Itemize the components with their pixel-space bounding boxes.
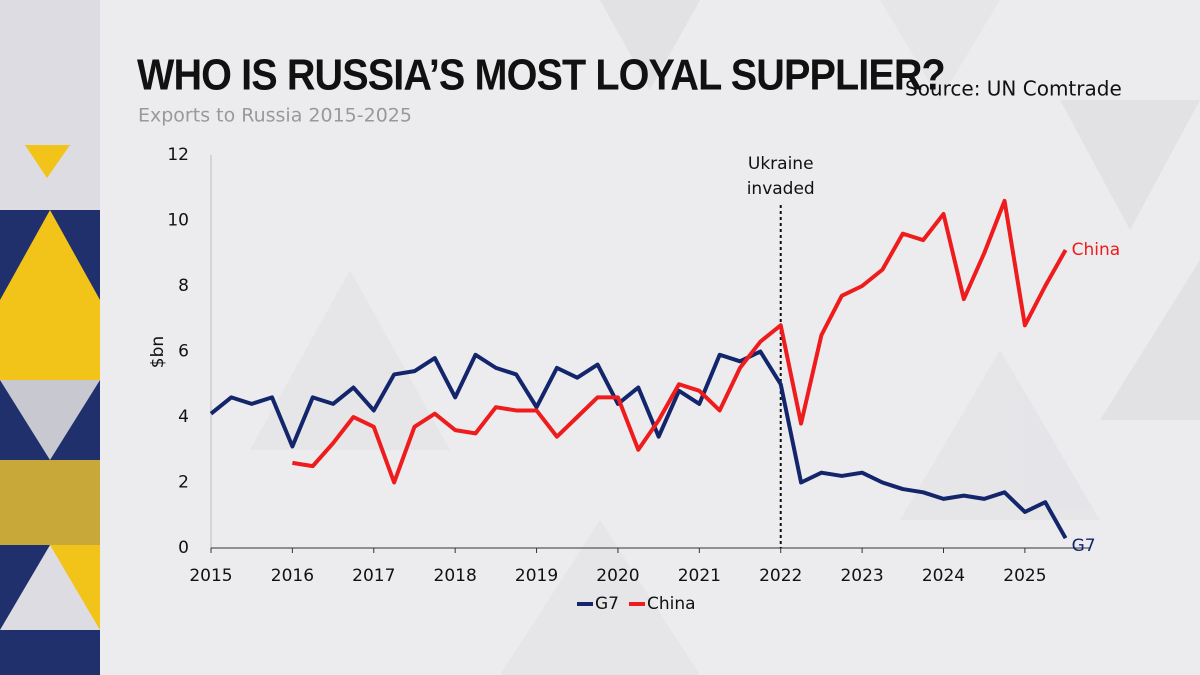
x-tick-label: 2015 bbox=[189, 566, 232, 586]
x-tick-label: 2017 bbox=[352, 566, 395, 586]
source: Source: UN Comtrade bbox=[905, 77, 1122, 101]
annotation-text: Ukraine bbox=[748, 154, 814, 174]
x-tick-label: 2016 bbox=[271, 566, 314, 586]
x-tick-label: 2018 bbox=[434, 566, 477, 586]
series-line bbox=[209, 349, 1068, 540]
legend-label: G7 bbox=[595, 594, 619, 614]
legend-label: China bbox=[647, 594, 696, 614]
x-tick-label: 2020 bbox=[596, 566, 639, 586]
y-tick-label: 8 bbox=[178, 276, 189, 296]
series-line bbox=[292, 198, 1068, 485]
y-tick-label: 2 bbox=[178, 473, 189, 493]
y-tick-label: 4 bbox=[178, 407, 189, 427]
x-tick-label: 2022 bbox=[759, 566, 802, 586]
decor bbox=[250, 0, 1200, 675]
x-tick-label: 2019 bbox=[515, 566, 558, 586]
y-tick-label: 6 bbox=[178, 342, 189, 362]
end-label: G7 bbox=[1072, 536, 1096, 556]
end-label: China bbox=[1072, 240, 1121, 260]
annotation-text: invaded bbox=[747, 179, 815, 199]
y-tick-label: 10 bbox=[167, 211, 189, 231]
x-tick-label: 2021 bbox=[678, 566, 721, 586]
subtitle: Exports to Russia 2015-2025 bbox=[138, 105, 412, 127]
x-tick-label: 2024 bbox=[922, 566, 965, 586]
y-axis-label: $bn bbox=[148, 336, 168, 368]
x-tick-label: 2025 bbox=[1003, 566, 1046, 586]
x-tick-label: 2023 bbox=[840, 566, 883, 586]
side-strip bbox=[0, 0, 100, 675]
y-tick-label: 0 bbox=[178, 538, 189, 558]
y-tick-label: 12 bbox=[167, 145, 189, 165]
chart-title: WHO IS RUSSIA’S MOST LOYAL SUPPLIER? bbox=[137, 50, 945, 99]
